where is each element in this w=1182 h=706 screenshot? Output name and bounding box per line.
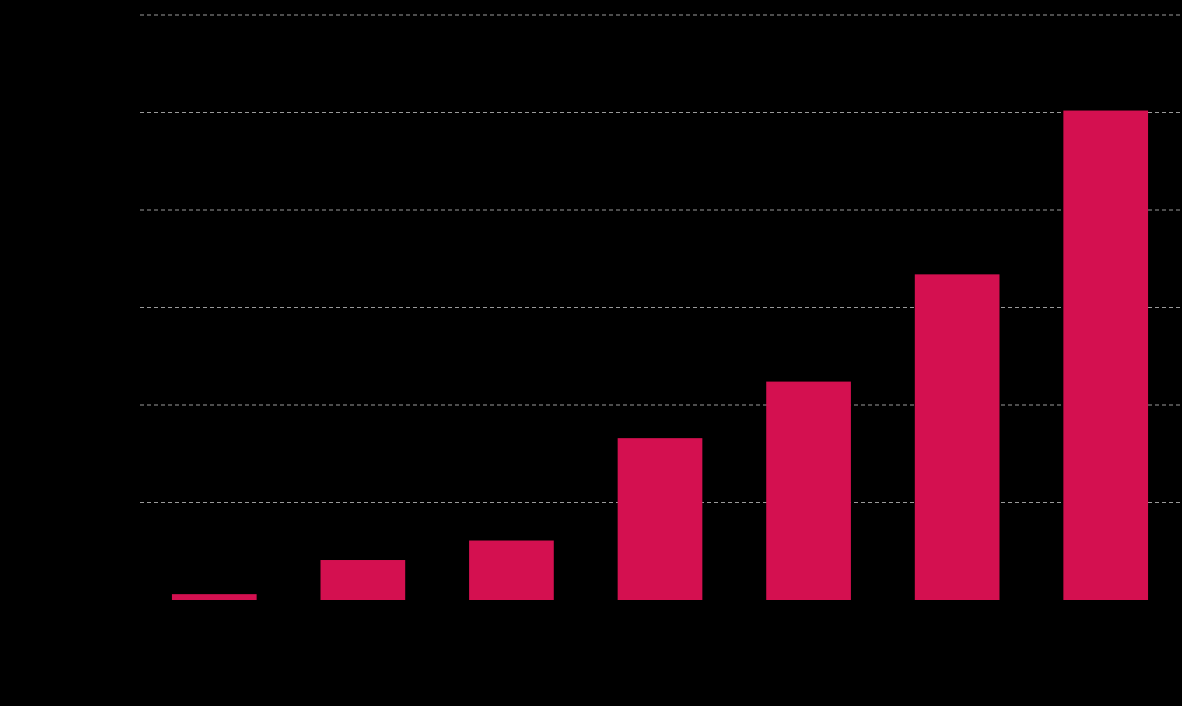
bar	[320, 560, 406, 600]
bar	[766, 381, 851, 600]
bar	[617, 438, 703, 600]
bar	[1063, 110, 1149, 601]
bar	[469, 540, 554, 600]
bar	[171, 594, 257, 600]
bar	[914, 274, 1000, 600]
